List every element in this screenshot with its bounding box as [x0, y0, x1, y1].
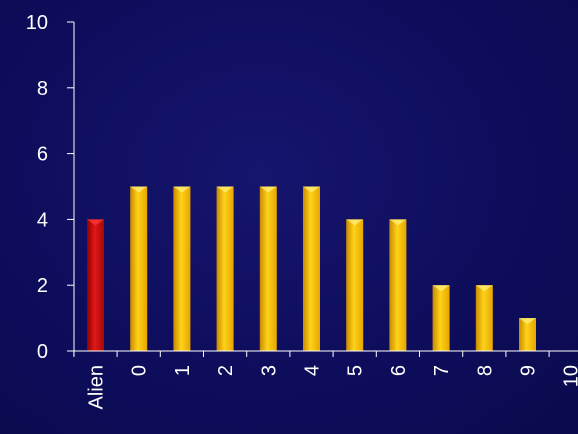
y-tick-label: 10: [26, 12, 48, 34]
bar-body: [130, 186, 148, 351]
bar-top-cap: [130, 186, 148, 193]
bar-alien: [87, 219, 104, 351]
bar-body: [303, 186, 320, 351]
bar-body: [519, 318, 536, 351]
bar-body: [475, 285, 493, 351]
x-tick-label-10: 10: [561, 365, 578, 387]
x-tick-label-0: 0: [129, 365, 151, 376]
bar-top-cap: [87, 219, 104, 226]
bar-8: [475, 285, 493, 351]
x-tick-label-6: 6: [388, 365, 410, 376]
x-tick-label-1: 1: [172, 365, 194, 376]
bars-group: [87, 186, 536, 351]
bar-body: [389, 219, 407, 351]
x-tick-label-8: 8: [474, 365, 496, 376]
bar-top-cap: [346, 219, 364, 226]
x-tick-label-2: 2: [215, 365, 237, 376]
x-tick-label-alien: Alien: [86, 365, 108, 409]
x-tick-label-7: 7: [431, 365, 453, 376]
y-tick-label: 0: [37, 341, 48, 363]
x-tick-label-4: 4: [302, 365, 324, 376]
bar-5: [346, 219, 364, 351]
tick-labels-group: 0 2 4 6 8 10 Alien 0 1 2 3 4 5 6 7 8 9 10: [26, 12, 578, 409]
bar-top-cap: [173, 186, 191, 193]
bar-9: [519, 318, 536, 351]
bar-6: [389, 219, 407, 351]
bar-body: [432, 285, 450, 351]
y-tick-label: 4: [37, 209, 48, 231]
axes-group: [67, 21, 578, 357]
y-tick-label: 2: [37, 275, 48, 297]
bar-body: [346, 219, 364, 351]
bar-top-cap: [303, 186, 320, 193]
bar-body: [173, 186, 191, 351]
x-tick-label-3: 3: [258, 365, 280, 376]
bar-top-cap: [216, 186, 234, 193]
bar-top-cap: [432, 285, 450, 292]
bar-3: [259, 186, 277, 351]
bar-top-cap: [389, 219, 407, 226]
bar-4: [303, 186, 320, 351]
y-tick-label: 6: [37, 144, 48, 166]
bar-0: [130, 186, 148, 351]
y-tick-label: 8: [37, 78, 48, 100]
bar-1: [173, 186, 191, 351]
x-tick-label-5: 5: [345, 365, 367, 376]
bar-top-cap: [519, 318, 536, 325]
bar-2: [216, 186, 234, 351]
bar-top-cap: [259, 186, 277, 193]
bar-top-cap: [475, 285, 493, 292]
bar-body: [216, 186, 234, 351]
bar-body: [259, 186, 277, 351]
x-tick-label-9: 9: [518, 365, 540, 376]
bar-7: [432, 285, 450, 351]
bar-body: [87, 219, 104, 351]
